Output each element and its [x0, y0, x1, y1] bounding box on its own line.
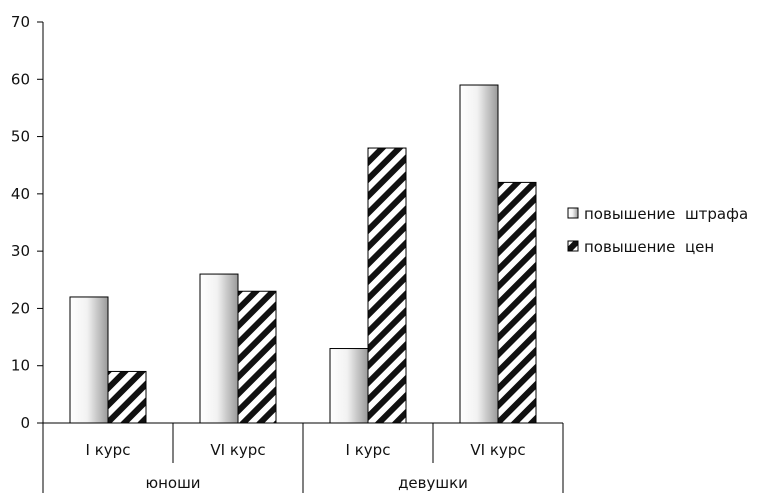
category-label: I курс [346, 441, 391, 459]
category-label: I курс [86, 441, 131, 459]
y-tick-label: 10 [11, 357, 30, 375]
bar-gradient [199, 273, 239, 424]
legend-label: повышение цен [584, 238, 714, 256]
legend-swatch [567, 207, 579, 219]
y-tick-label: 70 [11, 13, 30, 31]
group-label: девушки [398, 474, 468, 492]
bar-gradient [69, 296, 109, 424]
bar-gradient [459, 84, 499, 424]
y-tick-label: 40 [11, 185, 30, 203]
y-tick-label: 50 [11, 128, 30, 146]
legend-swatch [567, 240, 579, 252]
bar-hatched [497, 181, 537, 424]
group-label: юноши [145, 474, 200, 492]
bar-hatched [237, 290, 277, 424]
y-tick-label: 30 [11, 242, 30, 260]
bar-hatched [107, 370, 147, 424]
category-label: VI курс [470, 441, 525, 459]
y-tick-label: 60 [11, 70, 30, 88]
bar-gradient [329, 348, 369, 424]
y-tick-label: 20 [11, 299, 30, 317]
category-label: VI курс [210, 441, 265, 459]
bar-hatched [367, 147, 407, 424]
y-tick-label: 0 [20, 414, 30, 432]
legend-label: повышение штрафа [584, 205, 748, 223]
